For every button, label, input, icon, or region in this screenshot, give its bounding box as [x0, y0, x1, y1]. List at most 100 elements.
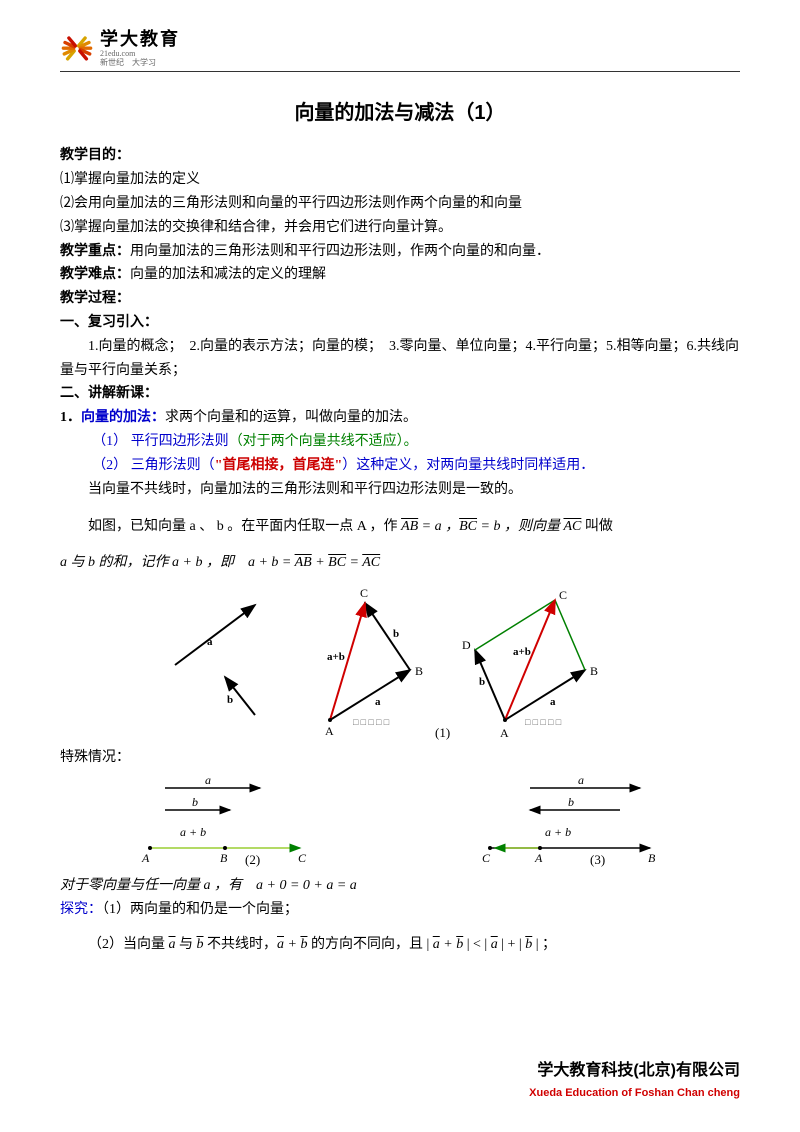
svg-text:C: C: [298, 851, 307, 865]
svg-text:A: A: [325, 724, 334, 738]
logo-subtitle: 新世纪 大学习: [100, 59, 180, 68]
vec-AB2: AB: [295, 555, 312, 570]
diagram-special-2: a b a + b A B C (2): [110, 776, 350, 866]
svg-text:C: C: [360, 586, 368, 600]
svg-text:B: B: [648, 851, 656, 865]
vec-BC2: BC: [328, 555, 346, 570]
difficulty-line: 教学难点：向量的加法和减法的定义的理解: [60, 263, 740, 287]
explore-label: 探究：: [60, 902, 102, 917]
e2-a2: a: [277, 937, 284, 952]
fig-intro-line2: a 与 b 的和，记作 a + b ，即 a + b = AB + BC = A…: [60, 551, 740, 575]
svg-text:B: B: [590, 664, 598, 678]
svg-text:a: a: [205, 773, 211, 787]
e2-t4: | ；: [532, 937, 556, 952]
fig-intro-line1: 如图，已知向量 a 、 b 。在平面内任取一点 A ，作 AB = a ，BC …: [60, 515, 740, 539]
plus1: +: [312, 555, 328, 570]
process-label: 教学过程：: [60, 287, 740, 311]
sub2-tail: ）这种定义，对两向量共线时同样适用．: [342, 458, 594, 473]
svg-text:b: b: [568, 795, 574, 809]
squares-2: □ □ □ □ □: [525, 717, 562, 727]
e2-t3: | + |: [498, 937, 526, 952]
svg-text:a+b: a+b: [513, 646, 531, 658]
note-noncollinear: 当向量不共线时，向量加法的三角形法则和平行四边形法则是一致的。: [60, 478, 740, 502]
page-title: 向量的加法与减法（1）: [60, 96, 740, 130]
special-label: 特殊情况：: [60, 746, 740, 770]
svg-text:B: B: [220, 851, 228, 865]
logo-title: 学大教育: [100, 30, 180, 50]
diagram-special-3: a b a + b C A B (3): [450, 776, 690, 866]
svg-text:A: A: [500, 726, 509, 740]
explore-line1: 探究：（1）两向量的和仍是一个向量；: [60, 898, 740, 922]
svg-text:a + b: a + b: [545, 825, 571, 839]
sub1-num: （1）: [92, 434, 127, 449]
svg-text:C: C: [559, 588, 567, 602]
eq2: = b ，则向量: [477, 519, 563, 534]
diagram-free-vectors: a b: [165, 585, 295, 735]
e2-mid: 不共线时，: [204, 937, 278, 952]
objective-1: ⑴掌握向量加法的定义: [60, 168, 740, 192]
review-body: 1.向量的概念； 2.向量的表示方法；向量的模； 3.零向量、单位向量；4.平行…: [60, 335, 740, 383]
e2-plus: +: [284, 937, 300, 952]
subitem-2: （2） 三角形法则（"首尾相接，首尾连"）这种定义，对两向量共线时同样适用．: [60, 454, 740, 478]
vec-BC: BC: [459, 519, 477, 534]
fig-line2-a: a 与 b 的和，记作 a + b ，即 a + b =: [60, 555, 295, 570]
explore-line2: （2）当向量 a 与 b 不共线时，a + b 的方向不同向，且 | a + b…: [60, 933, 740, 957]
svg-text:a: a: [207, 636, 213, 648]
sub2-num: （2）: [92, 458, 127, 473]
e2-t2: | < |: [463, 937, 491, 952]
item1-num: 1．: [60, 410, 81, 425]
item-1: 1．向量的加法：求两个向量和的运算，叫做向量的加法。: [60, 406, 740, 430]
header-logo: 学大教育 21edu.com 新世纪 大学习: [60, 30, 740, 72]
svg-text:C: C: [482, 851, 491, 865]
svg-text:A: A: [141, 851, 150, 865]
svg-text:a: a: [375, 696, 381, 708]
cap2: (2): [245, 852, 260, 867]
vec-AB: AB: [401, 519, 418, 534]
diagram1-caption: (1): [435, 725, 450, 740]
cap3: (3): [590, 852, 605, 867]
eq1: = a ，: [418, 519, 459, 534]
svg-text:a: a: [550, 696, 556, 708]
vec-AC: AC: [563, 519, 581, 534]
diagram-row-1: a b A B C a b a+b □ □ □ □ □ (1) A B C D …: [60, 585, 740, 740]
objective-3: ⑶掌握向量加法的交换律和结合律，并会用它们进行向量计算。: [60, 216, 740, 240]
svg-text:b: b: [227, 694, 233, 706]
footer-en: Xueda Education of Foshan Chan cheng: [60, 1084, 740, 1103]
fig-intro1: 如图，已知向量 a 、 b 。在平面内任取一点 A ，作: [88, 519, 401, 534]
sub1-title: 平行四边形法则: [131, 434, 229, 449]
svg-text:a + b: a + b: [180, 825, 206, 839]
e2-a: a: [169, 937, 176, 952]
diagram-parallelogram-rule: A B C D a b a+b □ □ □ □ □: [465, 585, 635, 740]
vec-AC2: AC: [362, 555, 380, 570]
fig-intro-tail: 叫做: [581, 519, 613, 534]
item1-body: 求两个向量和的运算，叫做向量的加法。: [165, 410, 417, 425]
svg-text:b: b: [393, 628, 399, 640]
focus-label: 教学重点：: [60, 244, 130, 259]
svg-text:b: b: [479, 676, 485, 688]
e2-b: b: [197, 937, 204, 952]
zero-vector-line: 对于零向量与任一向量 a ，有 a + 0 = 0 + a = a: [60, 874, 740, 898]
diagram-triangle-rule: A B C a b a+b □ □ □ □ □ (1): [305, 585, 455, 740]
logo-icon: [60, 32, 94, 66]
focus-text: 用向量加法的三角形法则和平行四边形法则，作两个向量的和向量．: [130, 244, 550, 259]
svg-text:A: A: [534, 851, 543, 865]
eqsym: =: [346, 555, 362, 570]
e2-pre: （2）当向量: [88, 937, 169, 952]
sub2-red: "首尾相接，首尾连": [215, 458, 343, 473]
focus-line: 教学重点：用向量加法的三角形法则和平行四边形法则，作两个向量的和向量．: [60, 240, 740, 264]
sub2-title: 三角形法则（: [131, 458, 215, 473]
svg-text:a+b: a+b: [327, 651, 345, 663]
e2-and: 与: [176, 937, 197, 952]
page-footer: 学大教育科技(北京)有限公司 Xueda Education of Foshan…: [60, 1057, 740, 1103]
svg-text:B: B: [415, 664, 423, 678]
e2-t1: 的方向不同向，且 |: [307, 937, 432, 952]
squares-1: □ □ □ □ □: [353, 717, 390, 727]
svg-text:a: a: [578, 773, 584, 787]
e2-a4: a: [491, 937, 498, 952]
objective-2: ⑵会用向量加法的三角形法则和向量的平行四边形法则作两个向量的和向量: [60, 192, 740, 216]
diagram-row-special: a b a + b A B C (2) a b a + b C A B (3): [60, 776, 740, 866]
subitem-1: （1） 平行四边形法则（对于两个向量共线不适应）。: [60, 430, 740, 454]
item1-title: 向量的加法：: [81, 410, 165, 425]
e2-a3: a: [433, 937, 440, 952]
sub1-note: （对于两个向量共线不适应）。: [229, 434, 418, 449]
